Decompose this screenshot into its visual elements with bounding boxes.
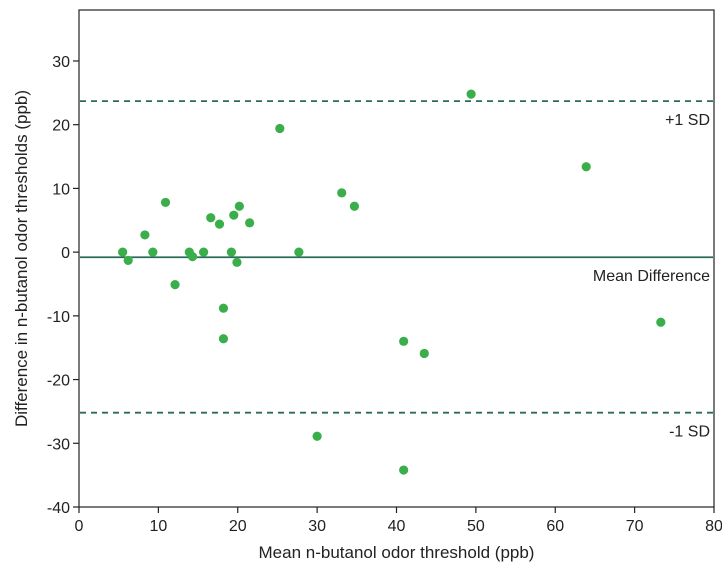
y-tick-label: -20 — [47, 373, 70, 390]
data-point — [349, 201, 360, 211]
data-point — [419, 348, 429, 359]
data-point — [337, 188, 347, 198]
x-tick-label: 30 — [308, 518, 326, 535]
x-axis-ticks: 0 10 20 30 40 50 60 70 80 — [75, 507, 722, 535]
x-tick-label: 50 — [467, 518, 485, 535]
data-point — [218, 334, 229, 344]
data-point — [148, 247, 158, 257]
data-point — [206, 213, 216, 223]
x-tick-label: 80 — [705, 518, 722, 535]
y-tick-label: -30 — [47, 436, 70, 453]
reference-line-label: Mean Difference — [593, 268, 710, 285]
data-point — [466, 89, 476, 99]
data-point — [214, 219, 225, 229]
data-point — [218, 303, 229, 313]
data-point — [170, 280, 180, 290]
data-point — [118, 247, 128, 257]
y-tick-label: 30 — [52, 54, 70, 71]
y-tick-label: -10 — [47, 309, 70, 326]
plot-area — [78, 9, 715, 508]
x-tick-label: 10 — [149, 518, 167, 535]
data-point — [245, 218, 255, 228]
y-tick-label: 0 — [61, 245, 70, 262]
reference-line-label: -1 SD — [669, 424, 710, 441]
data-point — [123, 255, 133, 266]
data-point — [232, 257, 242, 267]
data-point — [312, 431, 322, 441]
x-tick-label: 0 — [75, 518, 84, 535]
x-tick-label: 20 — [229, 518, 247, 535]
y-axis-title: Difference in n-butanol odor thresholds … — [12, 90, 31, 427]
data-point — [226, 247, 236, 257]
y-axis-ticks: -40 -30 -20 -10 0 10 20 30 — [47, 54, 79, 517]
reference-line-labels: +1 SD Mean Difference -1 SD — [593, 112, 710, 441]
data-point — [160, 197, 171, 208]
x-tick-label: 40 — [388, 518, 406, 535]
data-point — [229, 210, 239, 220]
data-point — [199, 247, 209, 257]
data-points — [118, 89, 666, 475]
data-point — [656, 317, 666, 327]
data-point — [294, 247, 304, 257]
plot-frame — [78, 9, 715, 508]
x-axis-title: Mean n-butanol odor threshold (ppb) — [259, 543, 535, 562]
x-tick-label: 70 — [626, 518, 644, 535]
y-tick-label: -40 — [47, 500, 70, 517]
x-tick-label: 60 — [546, 518, 564, 535]
y-tick-label: 10 — [52, 181, 70, 198]
data-point — [275, 123, 285, 134]
data-point — [399, 336, 409, 346]
data-point — [140, 230, 150, 240]
reference-lines — [80, 100, 713, 414]
reference-line-label: +1 SD — [665, 112, 710, 129]
y-tick-label: 20 — [52, 118, 70, 135]
data-point — [399, 465, 409, 475]
data-point — [187, 251, 198, 262]
data-point — [581, 162, 591, 172]
data-point — [234, 201, 244, 211]
